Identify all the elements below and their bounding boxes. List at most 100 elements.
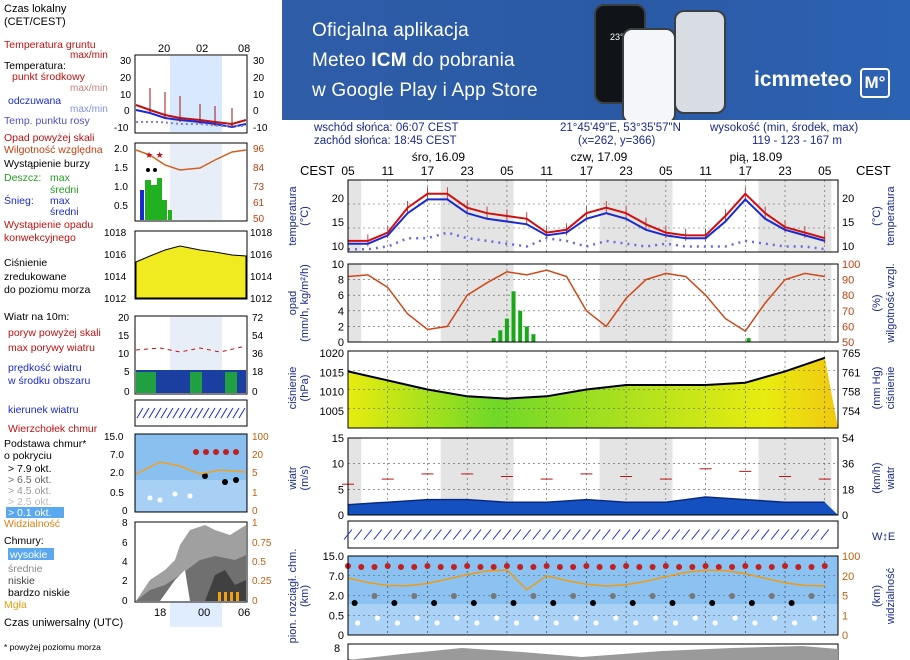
wind-arrow (810, 529, 820, 540)
legend-cloud-low: niskie (8, 575, 35, 587)
cloud-top-dot (543, 563, 550, 569)
wind-arrow (780, 529, 790, 540)
svg-text:★ ★: ★ ★ (145, 150, 164, 160)
cloud-tick-l-2: 2.0 (329, 591, 344, 603)
precip-ylabel: opad (287, 291, 299, 315)
cloud-top-dot (782, 563, 789, 569)
legend-snow: Śnieg: (4, 194, 34, 207)
cloud-base-dot (490, 593, 497, 599)
wind-arrow (641, 529, 651, 540)
cloud-low-dot (474, 620, 480, 626)
cloud-base-dot (391, 600, 398, 606)
utc-tick-1: 00 (198, 607, 210, 619)
hour-tick-8: 05 (659, 164, 673, 178)
pressure-area (348, 357, 838, 428)
wind-arrow (383, 529, 393, 540)
wind-frame (347, 437, 839, 516)
cloud-base-dot (808, 593, 815, 599)
cloud-low-dot (355, 620, 361, 626)
precip-tick-l-2: 6 (338, 290, 344, 302)
tz-label-right: CEST (856, 163, 891, 178)
humid-tick-r-5: 50 (842, 337, 854, 349)
precip-bar-1 (498, 330, 503, 342)
legend-gusts-above: poryw powyżej skali (8, 327, 101, 339)
wind-arrow (562, 529, 571, 540)
precip-night-1 (440, 264, 514, 342)
wind-arrow (671, 529, 681, 540)
cloud-low-dot (434, 620, 440, 626)
precip-tick-l-1: 8 (338, 275, 344, 287)
legend-pressure-1: Ciśnienie (4, 257, 47, 269)
cloud-low-dot (573, 615, 579, 621)
legend-cloud-very-low: bardzo niskie (8, 587, 70, 599)
cloud-tick-l-4: 0 (122, 506, 128, 517)
legend-footnote: * powyżej poziomu morza (4, 642, 101, 652)
wind-arrow (542, 529, 552, 540)
legend-cloud-base-2: o pokryciu (4, 450, 52, 462)
precip-frame (347, 263, 839, 343)
mini-wind-arrow (208, 407, 216, 419)
wind-arrow (681, 529, 691, 540)
cloud-tick-l-1: 7.0 (110, 450, 124, 461)
app-banner[interactable]: Oficjalna aplikacja Meteo ICM do pobrani… (282, 0, 910, 120)
cloudcover-tick-l-0: 8 (334, 643, 340, 655)
wind-arrow (472, 529, 482, 540)
vis-tick-r-1: 20 (842, 571, 854, 583)
cloud-low-dot (394, 620, 400, 626)
cloud-top-dot (689, 564, 696, 570)
wind-arrow (532, 529, 542, 540)
mini-winddir-frame (134, 399, 248, 427)
mini-wind-arrow (184, 407, 192, 419)
wind-kmh-tick-r-0: 54 (842, 433, 854, 445)
pres-tick-l-1: 1015 (320, 367, 344, 379)
precip-tick-l-0: 2.0 (114, 144, 128, 155)
temp-series-2 (348, 231, 825, 251)
cloud-low-dot (494, 615, 500, 621)
legend-utc: Czas uniwersalny (UTC) (4, 617, 123, 629)
phone-temp: 23° (610, 32, 624, 42)
mini-wind-arrow (190, 407, 198, 419)
legend-storm: Wystąpienie burzy (4, 158, 90, 170)
mini-wind-arrow (178, 407, 186, 419)
cloud-top-dot (437, 564, 444, 570)
grid-text: (x=262, y=366) (578, 135, 656, 147)
wind-arrow (423, 529, 432, 540)
visibility-line (347, 569, 825, 591)
banner-line-2: Meteo ICM do pobrania (312, 50, 515, 71)
wind-arrow (730, 529, 740, 540)
pres-ylabel: ciśnienie (287, 367, 299, 410)
cloud-base-dot (470, 600, 477, 606)
wind-arrow (482, 529, 492, 540)
mini-wind-arrow (142, 407, 150, 419)
wind-arrow (363, 529, 373, 540)
cloud-low-dot (633, 620, 639, 626)
pressure-line (347, 356, 826, 400)
cloud-tick-l-1: 7.0 (329, 571, 344, 583)
wind-arrow (701, 529, 710, 540)
legend-cloud-item-4: > 0.1 okt. (8, 507, 52, 519)
pres-tick-l-3: 1012 (104, 294, 127, 305)
pres-yunit: (hPa) (299, 375, 311, 402)
temp-tick-r-1: 15 (842, 217, 854, 229)
cloud-top-dot (490, 564, 497, 570)
humidity-line (347, 269, 825, 333)
legend-visibility: Widzialność (4, 518, 60, 530)
precip-tick-l-0: 10 (332, 259, 344, 271)
cloud-base-dot (748, 600, 755, 606)
cloud-base-dot (629, 600, 636, 606)
wind-arrow (790, 529, 800, 540)
cloud-top-dot (676, 564, 683, 570)
temp-series-1 (348, 197, 826, 245)
wind-tick-l-4: 0 (124, 387, 130, 398)
cloud-tick-l-2: 2.0 (110, 468, 124, 479)
wind-yunit: (m/s) (299, 465, 311, 490)
pres-mmhg-tick-r-2: 758 (842, 387, 860, 399)
icmmeteo-badge: M° (860, 68, 890, 98)
temp-tick-r-2: 10 (842, 241, 854, 253)
cloud-tick-r-3: 1 (252, 488, 258, 499)
pres-tick-l-3: 1005 (320, 406, 344, 418)
wind-tick-l-3: 0 (338, 510, 344, 522)
pres-tick-r-0: 1018 (250, 228, 273, 239)
precip-bar-2 (504, 318, 509, 342)
